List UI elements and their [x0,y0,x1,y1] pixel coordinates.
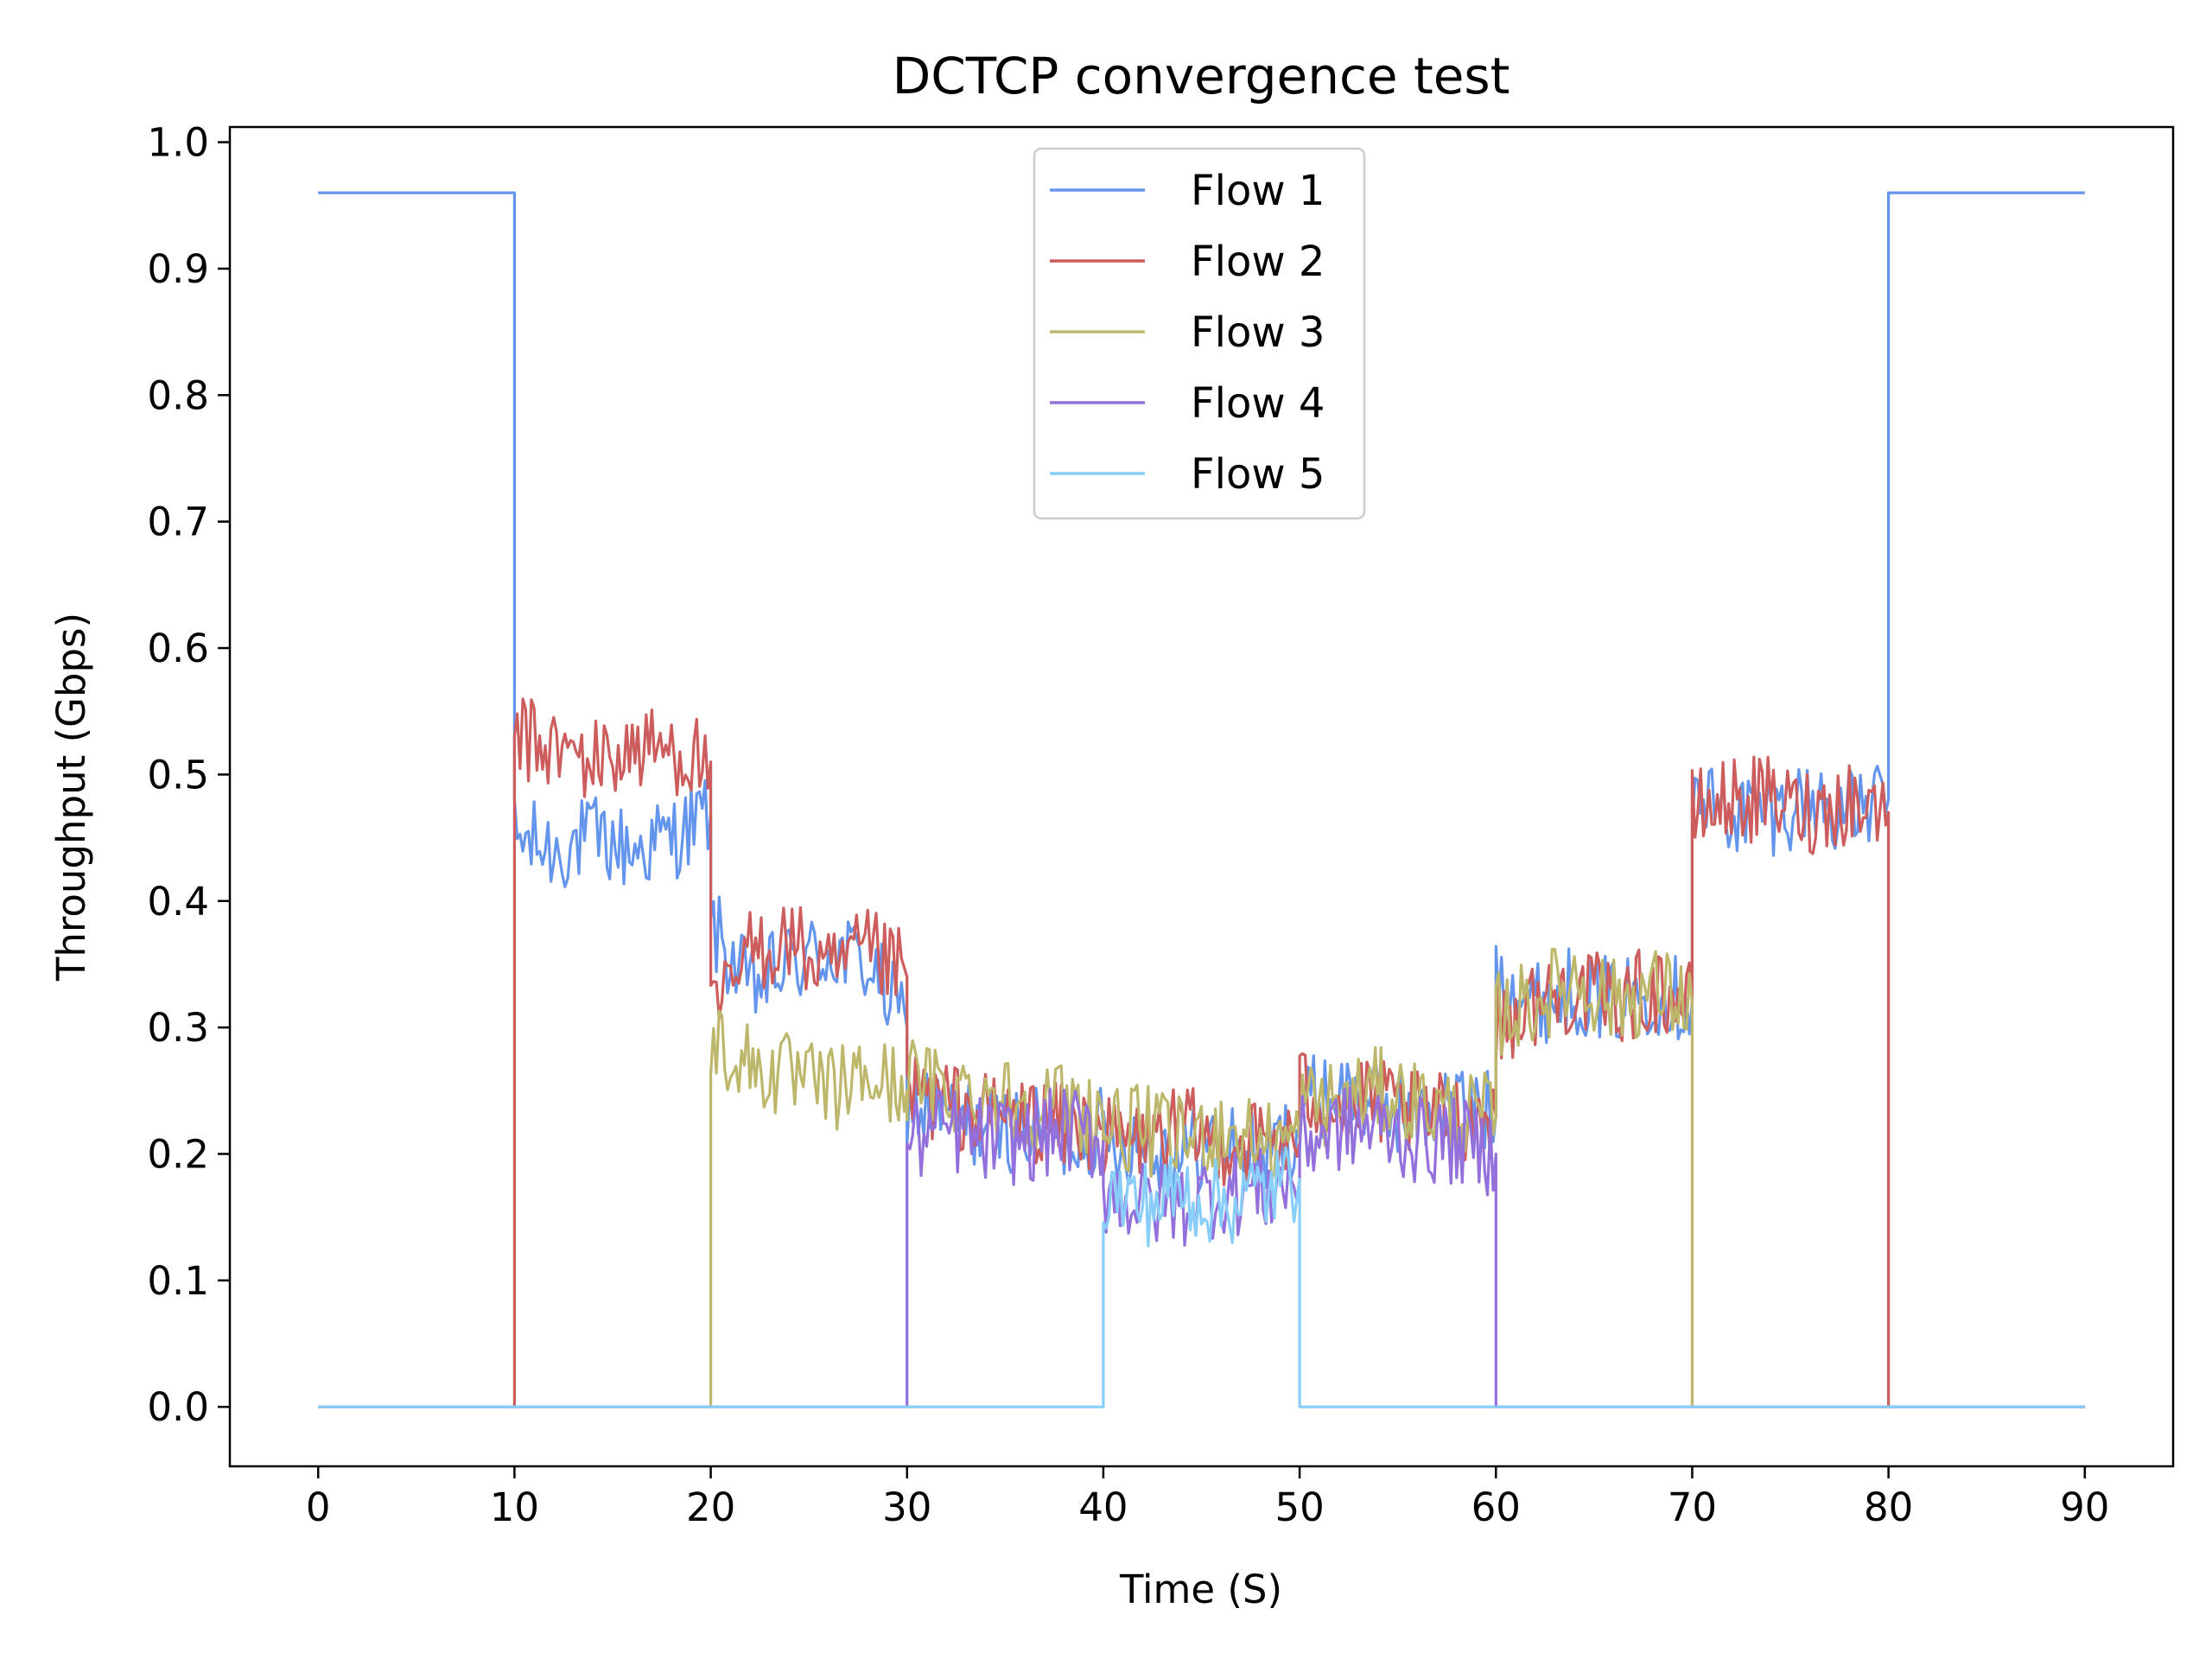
legend-label-flow-3: Flow 3 [1191,308,1325,357]
legend-label-flow-1: Flow 1 [1191,167,1325,215]
y-tick-label: 0.1 [147,1258,209,1304]
series-layer [318,191,2085,1408]
y-tick-label: 0.0 [147,1384,209,1430]
series-line-flow-1 [318,191,2085,1192]
y-tick-label: 0.5 [147,752,209,798]
x-tick-label: 20 [686,1484,735,1530]
x-tick-label: 40 [1078,1484,1128,1530]
series-line-flow-5 [318,1146,2085,1408]
y-tick-label: 0.4 [147,879,209,925]
x-tick-label: 80 [1864,1484,1913,1530]
y-tick-label: 0.8 [147,372,209,418]
legend-label-flow-4: Flow 4 [1191,379,1325,428]
legend-entries: Flow 1 Flow 2 Flow 3 Flow 4 Flow 5 [1050,167,1325,499]
y-tick-label: 0.7 [147,499,209,545]
x-tick-label: 10 [490,1484,539,1530]
plot-frame [228,125,2175,1468]
x-tick-label: 0 [306,1484,331,1530]
x-axis-label: Time (S) [1119,1567,1282,1612]
y-tick-label: 0.3 [147,1005,209,1051]
y-axis-label: Throughput (Gbps) [48,613,94,982]
x-tick-label: 60 [1471,1484,1521,1530]
legend-label-flow-2: Flow 2 [1191,238,1325,286]
y-axis-ticks: 0.0 0.1 0.2 0.3 0.4 0.5 0.6 0.7 0.8 0.9 1.0 [147,120,230,1430]
x-axis-ticks: 0 10 20 30 40 50 60 70 80 90 [306,1466,2109,1530]
y-tick-label: 1.0 [147,120,209,166]
legend-label-flow-5: Flow 5 [1191,450,1325,499]
x-tick-label: 50 [1274,1484,1324,1530]
y-tick-label: 0.9 [147,246,209,292]
chart-title: DCTCP convergence test [893,47,1510,105]
x-tick-label: 90 [2060,1484,2109,1530]
x-tick-label: 30 [882,1484,931,1530]
legend-box [1033,147,1366,520]
y-tick-label: 0.2 [147,1131,209,1177]
y-tick-label: 0.6 [147,626,209,671]
x-tick-label: 70 [1668,1484,1717,1530]
legend: Flow 1 Flow 2 Flow 3 Flow 4 Flow 5 [1033,147,1366,520]
